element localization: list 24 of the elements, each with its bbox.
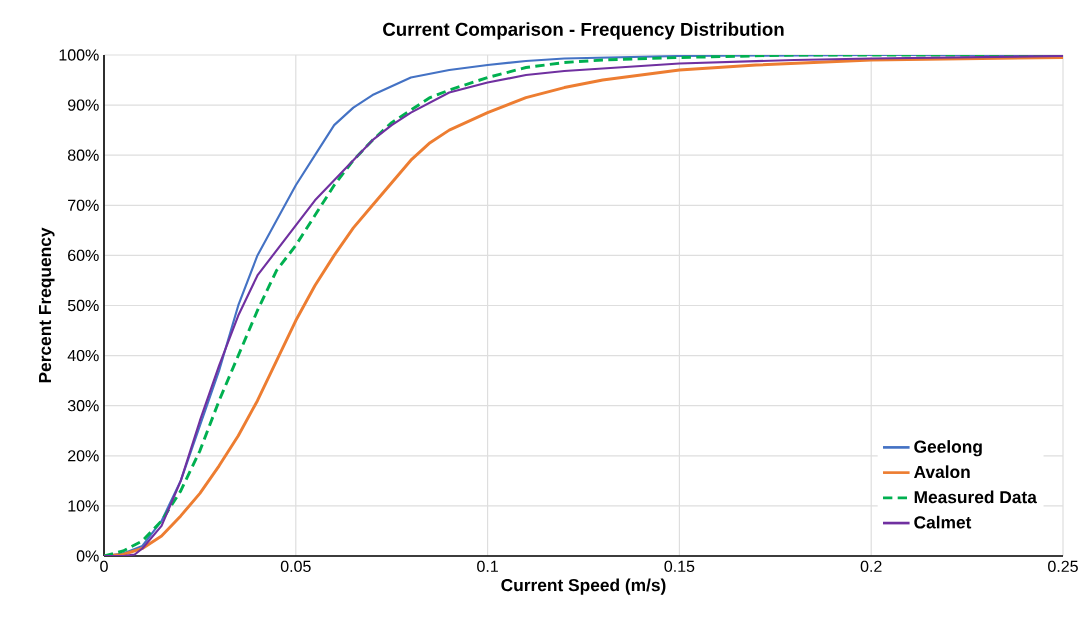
- y-tick-label: 80%: [67, 149, 99, 161]
- y-tick-label: 70%: [68, 199, 99, 211]
- legend-label: Calmet: [914, 515, 972, 529]
- legend-label: Geelong: [914, 440, 982, 457]
- y-tick-label: 60%: [68, 249, 99, 262]
- x-tick-label: 0.05: [280, 560, 311, 573]
- y-tick-label: 50%: [67, 299, 99, 312]
- legend-label: Avalon: [914, 465, 970, 479]
- y-tick-label: 10%: [68, 500, 99, 512]
- y-tick-label: 40%: [67, 349, 99, 362]
- y-tick-label: 20%: [68, 450, 99, 462]
- x-tick-label: 0.15: [664, 560, 695, 573]
- x-axis-title: Current Speed (m/s): [501, 578, 666, 595]
- y-tick-label: 0%: [76, 550, 99, 562]
- y-tick-label: 30%: [67, 400, 99, 412]
- y-tick-label: 90%: [68, 99, 99, 111]
- y-tick-label: 100%: [59, 49, 99, 61]
- x-tick-label: 0: [100, 560, 108, 573]
- x-tick-label: 0.25: [1048, 560, 1078, 573]
- legend-label: Measured Data: [914, 490, 1037, 504]
- chart-title: Current Comparison - Frequency Distribution: [383, 22, 784, 40]
- x-tick-label: 0.1: [477, 560, 498, 573]
- x-tick-label: 0.2: [860, 560, 882, 573]
- y-axis-title: Percent Frequency: [39, 227, 55, 383]
